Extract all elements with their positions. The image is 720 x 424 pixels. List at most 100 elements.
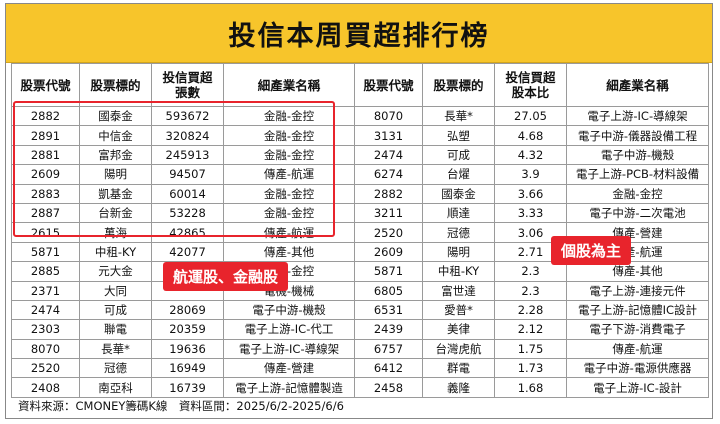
cell-stock-name: 南亞科 [79,377,152,398]
cell-net-buy-lots: 53228 [151,202,224,224]
source-note: 資料來源：CMONEY籌碼K線 資料區間：2025/6/2-2025/6/6 [18,399,344,413]
cell-stock-name: 元大金 [79,261,152,282]
table-row: 2891 中信金 320824 金融-金控 3131 弘塑 4.68 電子中游-儀器設備工程 [11,125,709,146]
cell-industry: 電子中游-機殼 [223,299,355,321]
cell-stock-name: 長華* [79,338,152,360]
cell-stock-code: 8070 [11,338,80,360]
cell-stock-name: 順達 [422,202,495,224]
cell-stock-code: 3131 [354,125,423,146]
cell-industry: 金融-金控 [566,183,709,204]
column-header: 股票標的 [79,63,152,107]
cell-stock-code: 2371 [11,280,80,301]
cell-stock-code: 2303 [11,319,80,340]
column-header: 股票標的 [422,63,495,107]
cell-net-buy-ratio: 27.05 [494,105,567,127]
cell-stock-code: 8070 [354,105,423,127]
cell-stock-name: 可成 [79,299,152,321]
column-header: 細產業名稱 [223,63,355,107]
cell-stock-code: 2881 [11,144,80,166]
cell-industry: 電子上游-PCB-材料設備 [566,164,709,185]
cell-industry: 電子上游-記憶體製造 [223,377,355,398]
table-row: 2520 冠德 16949 傳產-營建 6412 群電 1.73 電子中游-電源供應器 [11,358,709,379]
cell-stock-name: 國泰金 [79,105,152,127]
cell-stock-name: 美律 [422,319,495,340]
cell-stock-name: 陽明 [422,241,495,263]
cell-stock-name: 凱基金 [79,183,152,204]
cell-industry: 金融-金控 [223,144,355,166]
cell-stock-code: 2883 [11,183,80,204]
cell-net-buy-ratio: 2.12 [494,319,567,340]
cell-stock-code: 2609 [354,241,423,263]
cell-stock-name: 聯電 [79,319,152,340]
cell-net-buy-lots: 42077 [151,241,224,263]
cell-net-buy-lots: 16949 [151,358,224,379]
cell-net-buy-ratio: 1.68 [494,377,567,398]
table-body: 2882 國泰金 593672 金融-金控 8070 長華* 27.05 電子上游-IC-導線… [11,105,709,398]
cell-industry: 金融-金控 [223,105,355,127]
cell-stock-code: 5871 [11,241,80,263]
cell-industry: 傳產-航運 [566,338,709,360]
callout-individual-stocks: 個股為主 [551,236,632,265]
column-header: 投信買超 股本比 [494,63,567,107]
cell-stock-code: 2885 [11,261,80,282]
cell-stock-code: 6757 [354,338,423,360]
cell-industry: 電子上游-連接元件 [566,280,709,301]
cell-stock-name: 陽明 [79,164,152,185]
cell-industry: 電子中游-二次電池 [566,202,709,224]
cell-stock-name: 可成 [422,144,495,166]
cell-stock-code: 2882 [354,183,423,204]
header-row: 股票代號 股票標的 投信買超 張數 細產業名稱 股票代號 股票標的 投信買超 股本比 細產業名… [11,63,709,107]
cell-net-buy-lots: 320824 [151,125,224,146]
cell-industry: 金融-金控 [223,183,355,204]
cell-stock-code: 2887 [11,202,80,224]
title-banner: 投信本周買超排行榜 [6,4,712,63]
table-row: 2474 可成 28069 電子中游-機殼 6531 愛普* 2.28 電子上游-記憶體IC設… [11,299,709,321]
table-row: 2371 大同 電機-機械 6805 富世達 2.3 電子上游-連接元件 [11,280,709,301]
cell-net-buy-ratio: 3.9 [494,164,567,185]
highlight-box [13,101,335,237]
table-row: 2883 凱基金 60014 金融-金控 2882 國泰金 3.66 金融-金控 [11,183,709,204]
cell-industry: 傳產-其他 [223,241,355,263]
cell-stock-code: 6274 [354,164,423,185]
cell-stock-code: 2891 [11,125,80,146]
column-header: 股票代號 [11,63,80,107]
cell-net-buy-lots: 20359 [151,319,224,340]
ranking-panel: 投信本周買超排行榜 股票代號 股票標的 投信買超 張數 細產業名稱 股票代號 股票標的 投信… [5,3,713,419]
cell-stock-code: 2474 [354,144,423,166]
cell-stock-code: 3211 [354,202,423,224]
cell-stock-name: 大同 [79,280,152,301]
cell-net-buy-ratio: 2.28 [494,299,567,321]
cell-industry: 電子上游-IC-代工 [223,319,355,340]
cell-net-buy-lots: 16739 [151,377,224,398]
column-header: 投信買超 張數 [151,63,224,107]
cell-stock-name: 富世達 [422,280,495,301]
cell-net-buy-ratio: 1.75 [494,338,567,360]
cell-stock-name: 台灣虎航 [422,338,495,360]
cell-industry: 電子中游-電源供應器 [566,358,709,379]
cell-industry: 電子上游-記憶體IC設計 [566,299,709,321]
cell-net-buy-ratio: 3.06 [494,222,567,243]
cell-stock-code: 2520 [354,222,423,243]
table-row: 2408 南亞科 16739 電子上游-記憶體製造 2458 義隆 1.68 電子上游-IC-… [11,377,709,398]
cell-industry: 電子中游-機殼 [566,144,709,166]
cell-industry: 電子上游-IC-導線架 [223,338,355,360]
cell-stock-code: 2458 [354,377,423,398]
ranking-table: 股票代號 股票標的 投信買超 張數 細產業名稱 股票代號 股票標的 投信買超 股本比 細產業名… [11,63,709,398]
cell-stock-name: 弘塑 [422,125,495,146]
cell-net-buy-ratio: 3.33 [494,202,567,224]
cell-net-buy-ratio: 4.68 [494,125,567,146]
cell-stock-name: 台新金 [79,202,152,224]
column-header: 細產業名稱 [566,63,709,107]
table-row: 2615 萬海 42865 傳產-航運 2520 冠德 3.06 傳產-營建 [11,222,709,243]
cell-stock-name: 愛普* [422,299,495,321]
cell-stock-code: 2474 [11,299,80,321]
cell-net-buy-ratio: 2.3 [494,280,567,301]
cell-net-buy-lots: 94507 [151,164,224,185]
cell-stock-code: 2439 [354,319,423,340]
cell-stock-name: 中信金 [79,125,152,146]
cell-industry: 傳產-其他 [566,261,709,282]
cell-stock-code: 2609 [11,164,80,185]
cell-stock-code: 6412 [354,358,423,379]
cell-net-buy-lots: 60014 [151,183,224,204]
column-header: 股票代號 [354,63,423,107]
